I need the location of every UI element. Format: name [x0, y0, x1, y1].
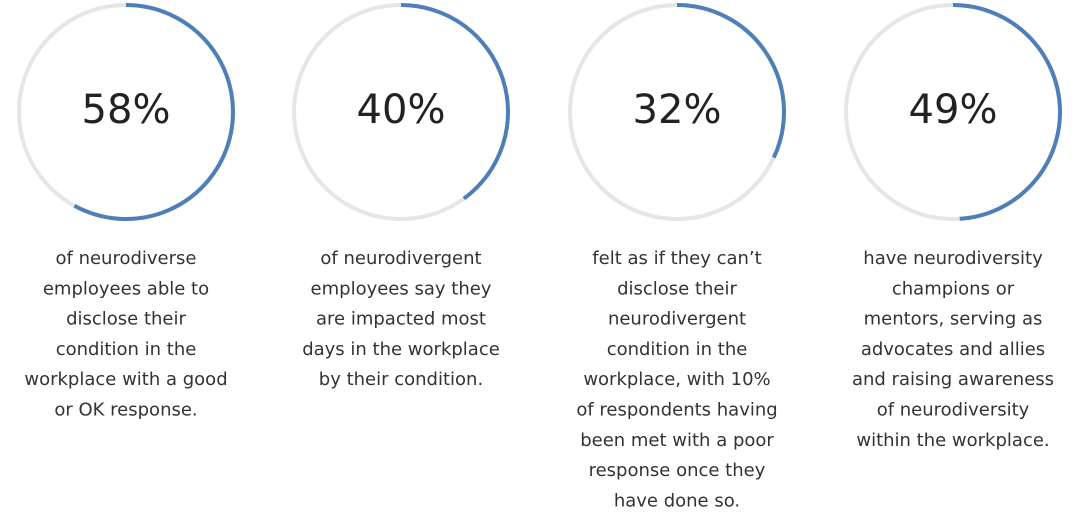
caption-line: mentors, serving as	[864, 309, 1043, 330]
caption-line: or OK response.	[54, 400, 197, 421]
gauge-arc	[952, 3, 1062, 221]
gauge-arc	[73, 3, 235, 221]
caption-line: condition in the	[56, 339, 197, 360]
caption-line: are impacted most	[316, 309, 486, 330]
gauge-arc	[400, 3, 510, 201]
caption-line: disclose their	[617, 278, 737, 299]
gauge-value: 58%	[82, 87, 171, 133]
caption-line: of respondents having	[576, 400, 777, 421]
caption-line: felt as if they can’t	[592, 248, 761, 269]
gauge-value: 32%	[633, 87, 722, 133]
caption-line: response once they	[589, 460, 766, 481]
gauge-value: 49%	[909, 87, 998, 133]
caption-line: have done so.	[614, 490, 740, 511]
caption-line: workplace with a good	[24, 369, 227, 390]
caption-line: have neurodiversity	[863, 248, 1043, 269]
caption-line: neurodivergent	[608, 309, 746, 330]
caption-line: of neurodiverse	[56, 248, 197, 269]
caption-line: by their condition.	[319, 369, 483, 390]
caption-line: workplace, with 10%	[583, 369, 770, 390]
gauge-arc	[676, 3, 786, 159]
caption-line: and raising awareness	[852, 369, 1054, 390]
caption-line: within the workplace.	[856, 430, 1049, 451]
caption-line: disclose their	[66, 309, 186, 330]
caption-line: condition in the	[607, 339, 748, 360]
caption-line: of neurodiversity	[877, 400, 1030, 421]
caption-line: been met with a poor	[580, 430, 774, 451]
caption-line: days in the workplace	[302, 339, 500, 360]
caption-line: champions or	[892, 278, 1015, 299]
caption-line: employees able to	[43, 278, 209, 299]
caption-line: advocates and allies	[861, 339, 1045, 360]
caption-line: of neurodivergent	[320, 248, 481, 269]
gauge-value: 40%	[357, 87, 446, 133]
caption-line: employees say they	[311, 278, 492, 299]
